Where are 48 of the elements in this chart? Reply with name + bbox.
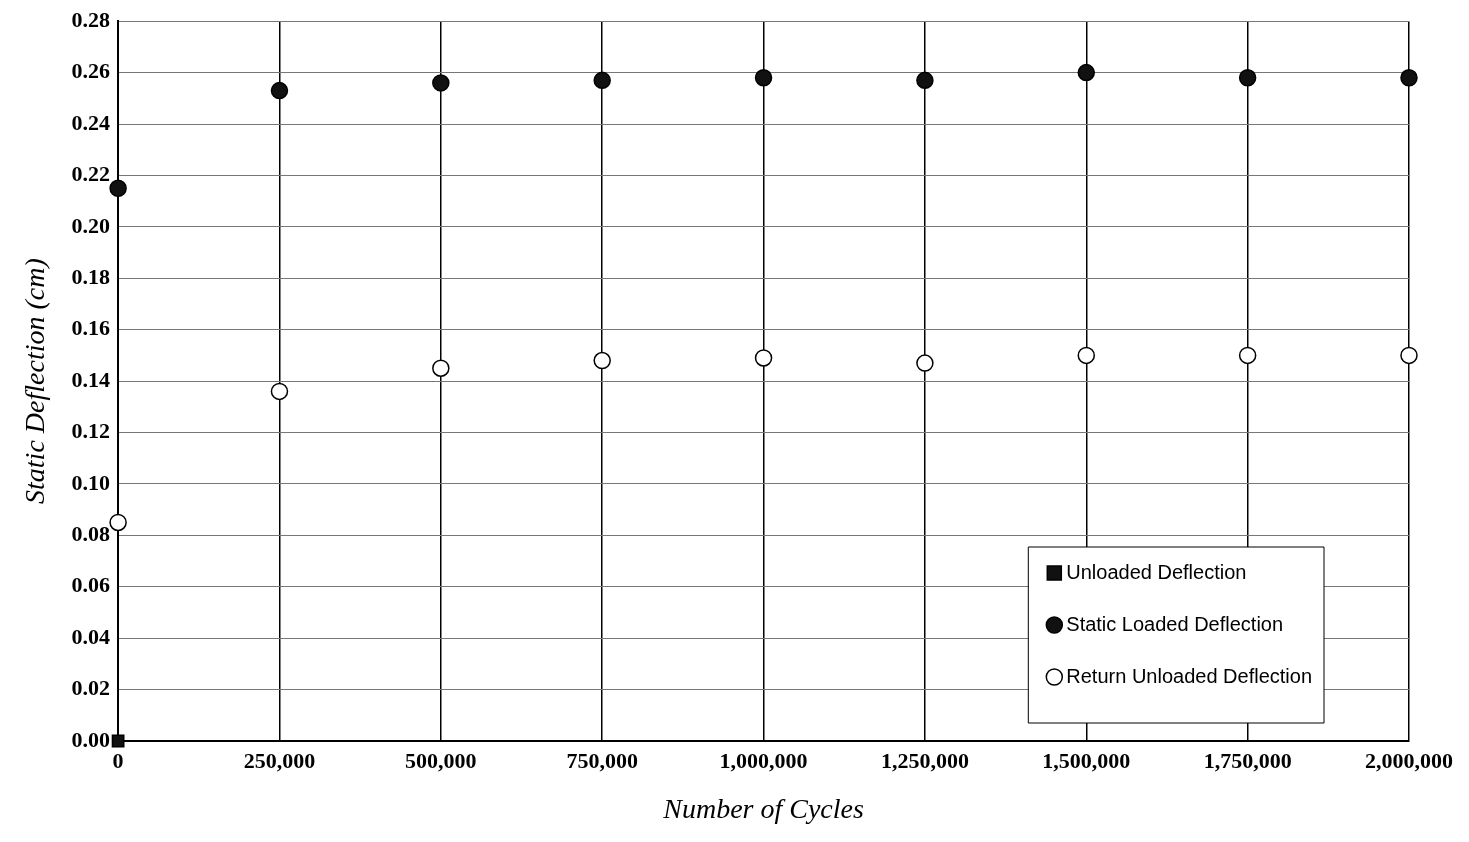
point	[593, 351, 611, 370]
y-tick-label: 0.26	[71, 58, 111, 84]
x-tick-label: 500,000	[405, 747, 477, 773]
point	[111, 734, 125, 748]
point	[109, 179, 127, 198]
point	[1400, 69, 1418, 87]
point	[270, 81, 289, 100]
point	[1400, 346, 1418, 365]
y-tick-label: 0.16	[71, 315, 111, 341]
legend-label: Return Unloaded Deflection	[1066, 664, 1312, 687]
legend-label: Static Loaded Deflection	[1066, 612, 1284, 635]
point	[1077, 346, 1096, 365]
y-tick-label: 0.14	[71, 366, 111, 392]
x-tick-label: 1,000,000	[719, 747, 808, 773]
point	[754, 349, 773, 367]
legend-label: Unloaded Deflection	[1066, 560, 1247, 583]
y-tick-label: 0.24	[71, 109, 111, 135]
y-tick-label: 0.00	[71, 726, 111, 752]
point	[109, 513, 127, 532]
point	[754, 69, 773, 87]
point	[916, 71, 934, 90]
y-tick-label: 0.12	[71, 418, 111, 444]
point	[270, 382, 289, 401]
x-tick-label: 0	[112, 747, 124, 773]
y-tick-label: 0.04	[71, 623, 111, 649]
point	[916, 354, 934, 372]
point	[432, 359, 450, 377]
x-tick-label: 1,250,000	[880, 747, 969, 773]
y-tick-label: 0.20	[71, 212, 111, 238]
x-tick-label: 2,000,000	[1365, 747, 1453, 773]
point	[1238, 69, 1257, 87]
x-tick-label: 1,750,000	[1203, 747, 1292, 773]
y-tick-label: 0.08	[71, 521, 111, 547]
y-tick-label: 0.02	[71, 675, 111, 701]
x-tick-label: 1,500,000	[1042, 747, 1131, 773]
y-tick-label: 0.06	[71, 572, 111, 598]
y-tick-label: 0.10	[71, 469, 111, 495]
point	[593, 71, 611, 90]
y-tick-label: 0.28	[71, 6, 111, 32]
y-axis-title: Static Deflection (cm)	[19, 258, 51, 504]
y-tick-label: 0.18	[71, 263, 111, 289]
x-tick-label: 750,000	[566, 747, 638, 773]
point	[432, 74, 450, 92]
point	[1077, 63, 1096, 82]
x-tick-label: 250,000	[243, 747, 316, 773]
y-tick-label: 0.22	[71, 161, 111, 187]
point	[1238, 346, 1257, 365]
x-axis-title: Number of Cycles	[662, 792, 864, 824]
